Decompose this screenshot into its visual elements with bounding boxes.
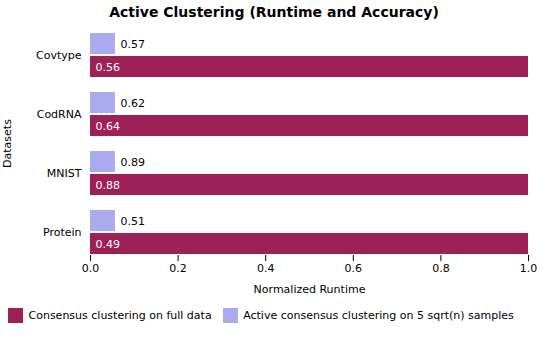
svg-text:0.64: 0.64 — [96, 120, 121, 133]
svg-text:0.8: 0.8 — [432, 262, 450, 275]
svg-text:0.62: 0.62 — [120, 97, 145, 110]
svg-text:MNIST: MNIST — [47, 167, 82, 180]
svg-text:0.0: 0.0 — [82, 262, 100, 275]
svg-text:Protein: Protein — [43, 226, 82, 239]
svg-text:0.51: 0.51 — [120, 215, 145, 228]
svg-text:Covtype: Covtype — [36, 49, 82, 62]
svg-text:0.4: 0.4 — [257, 262, 275, 275]
html-text:Active Clustering (Runtime and: Active Clustering (Runtime and Accuracy) — [109, 4, 439, 20]
svg-text:Normalized Runtime: Normalized Runtime — [254, 283, 366, 296]
svg-text:0.49: 0.49 — [96, 238, 121, 251]
svg-text:0.2: 0.2 — [169, 262, 187, 275]
svg-text:1.0: 1.0 — [520, 262, 538, 275]
html-text:Active consensus clustering on: Active consensus clustering on 5 sqrt(n)… — [243, 309, 514, 322]
svg-text:0.57: 0.57 — [120, 38, 145, 51]
svg-text:Datasets: Datasets — [1, 119, 14, 168]
svg-text:0.56: 0.56 — [96, 61, 121, 74]
html-text:Consensus clustering on full d: Consensus clustering on full data — [28, 309, 212, 322]
svg-text:CodRNA: CodRNA — [37, 108, 82, 121]
svg-text:0.6: 0.6 — [345, 262, 363, 275]
svg-text:0.89: 0.89 — [120, 156, 145, 169]
svg-text:0.88: 0.88 — [96, 179, 121, 192]
